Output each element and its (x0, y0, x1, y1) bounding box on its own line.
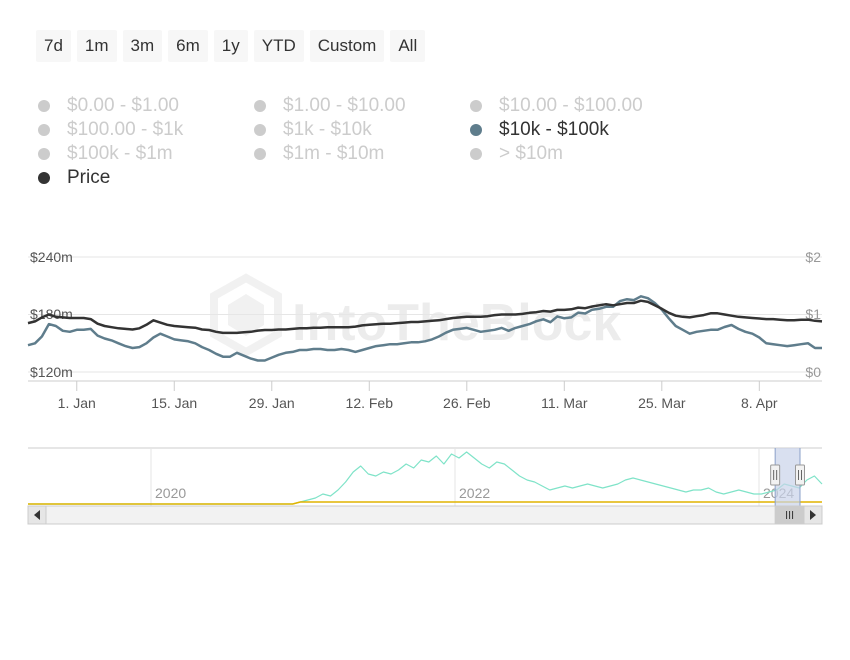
legend-label: $100k - $1m (67, 143, 173, 164)
series-layer (27, 295, 823, 362)
range-button-ytd[interactable]: YTD (253, 30, 304, 62)
y-tick-label-right: $1 (805, 306, 821, 322)
legend-dot-icon (254, 100, 266, 112)
range-button-all[interactable]: All (390, 30, 426, 62)
navigator-series (28, 451, 823, 505)
legend-item-100k-1m[interactable]: $100k - $1m (38, 142, 173, 166)
legend-dot-icon (38, 172, 50, 184)
range-button-1y[interactable]: 1y (213, 30, 248, 62)
grid (28, 256, 822, 373)
legend-item-10-100[interactable]: $10.00 - $100.00 (470, 94, 643, 118)
legend-item-0-1[interactable]: $0.00 - $1.00 (38, 94, 179, 118)
legend-label: $1k - $10k (283, 119, 372, 140)
range-button-3m[interactable]: 3m (122, 30, 163, 62)
legend-item-100-1k[interactable]: $100.00 - $1k (38, 118, 183, 142)
legend-item-1k-10k[interactable]: $1k - $10k (254, 118, 372, 142)
legend-label: $10k - $100k (499, 119, 609, 140)
x-tick-label: 12. Feb (346, 395, 394, 411)
y-tick-label: $120m (30, 364, 73, 380)
legend-label: Price (67, 167, 111, 188)
range-button-custom[interactable]: Custom (309, 30, 385, 62)
legend-dot-icon (254, 148, 266, 160)
navigator-tick-label: 2020 (155, 485, 186, 501)
navigator-line-price (28, 501, 822, 505)
legend-item-price[interactable]: Price (38, 166, 110, 190)
main-chart[interactable]: IntoTheBlock $240m $180m $120m $2 $1 $0 … (0, 230, 850, 660)
arrow-right-icon (810, 510, 816, 520)
range-button-7d[interactable]: 7d (36, 30, 71, 62)
navigator-line-10k-100k (28, 451, 823, 505)
legend-dot-icon (38, 100, 50, 112)
x-tick-label: 25. Mar (638, 395, 686, 411)
legend-dot-icon (38, 124, 50, 136)
legend-dot-icon (470, 124, 482, 136)
navigator-tick-label: 2022 (459, 485, 490, 501)
legend-label: $1m - $10m (283, 143, 385, 164)
legend-dot-icon (38, 148, 50, 160)
navigator-handle-left[interactable] (770, 464, 781, 486)
range-button-6m[interactable]: 6m (168, 30, 208, 62)
scrollbar-grip-icon (786, 511, 794, 519)
x-tick-label: 11. Mar (541, 395, 588, 411)
x-tick-label: 26. Feb (443, 395, 491, 411)
scrollbar-track[interactable] (27, 505, 823, 525)
x-tick-label: 15. Jan (151, 395, 197, 411)
y-tick-label-right: $0 (805, 364, 821, 380)
y-axis-right: $2 $1 $0 (805, 249, 821, 380)
watermark-text: IntoTheBlock (292, 294, 621, 352)
legend-label: $1.00 - $10.00 (283, 95, 406, 116)
navigator-handle-right[interactable] (795, 464, 805, 486)
legend-item-10k-100k[interactable]: $10k - $100k (470, 118, 609, 142)
x-axis: 1. Jan 15. Jan 29. Jan 12. Feb 26. Feb 11. Ma… (28, 380, 822, 411)
legend-dot-icon (254, 124, 266, 136)
legend-item-1m-10m[interactable]: $1m - $10m (254, 142, 384, 166)
range-selector: 7d 1m 3m 6m 1y YTD Custom All (36, 30, 426, 62)
legend-label: > $10m (499, 143, 563, 164)
x-tick-label: 29. Jan (249, 395, 295, 411)
navigator[interactable]: 2020 2022 2024 (0, 440, 850, 530)
arrow-left-icon (34, 510, 40, 520)
x-tick-label: 1. Jan (58, 395, 96, 411)
legend-label: $10.00 - $100.00 (499, 95, 643, 116)
legend-label: $0.00 - $1.00 (67, 95, 179, 116)
legend-item-1-10[interactable]: $1.00 - $10.00 (254, 94, 406, 118)
x-tick-label: 8. Apr (741, 395, 778, 411)
range-button-1m[interactable]: 1m (76, 30, 117, 62)
y-tick-label: $240m (30, 249, 73, 265)
legend-label: $100.00 - $1k (67, 119, 184, 140)
watermark: IntoTheBlock (210, 273, 621, 357)
legend-dot-icon (470, 148, 482, 160)
y-tick-label-right: $2 (805, 249, 821, 265)
legend-item-over-10m[interactable]: > $10m (470, 142, 563, 166)
legend-dot-icon (470, 100, 482, 112)
series-line-price (27, 299, 823, 335)
series-line-10k-100k (27, 295, 822, 362)
